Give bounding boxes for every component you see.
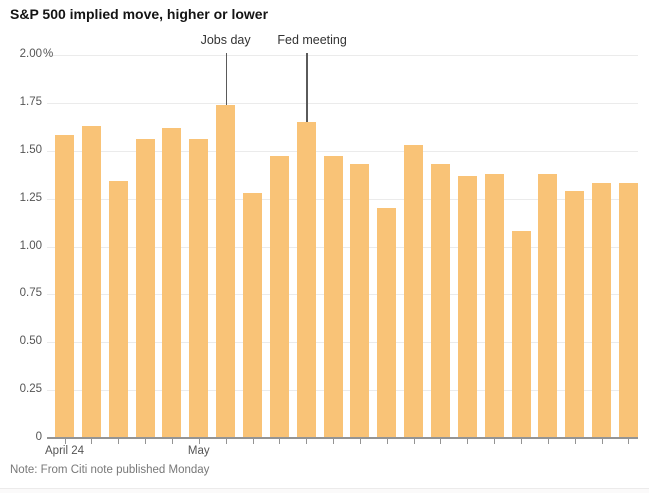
bar <box>296 122 316 437</box>
gridline <box>47 247 638 248</box>
y-axis-label: 1.25 <box>19 192 42 204</box>
x-axis-tick <box>91 439 93 444</box>
bar <box>430 164 450 437</box>
x-axis-tick <box>171 439 173 444</box>
bar <box>216 105 236 437</box>
x-axis-label: May <box>187 445 210 457</box>
bar <box>404 145 424 437</box>
bar <box>618 183 638 437</box>
bar <box>81 126 101 437</box>
gridline <box>47 294 638 295</box>
x-axis-line <box>47 437 638 439</box>
y-axis-label: 0.25 <box>19 383 42 395</box>
bottom-divider <box>0 488 649 489</box>
x-axis-tick <box>252 439 254 444</box>
x-axis-tick <box>601 439 603 444</box>
bottom-margin <box>0 489 649 493</box>
bar <box>189 139 209 437</box>
annotation-label: Fed meeting <box>277 33 347 47</box>
bar <box>484 174 504 437</box>
gridline <box>47 342 638 343</box>
bar <box>511 231 531 437</box>
x-axis-tick <box>440 439 442 444</box>
bar <box>243 193 262 437</box>
annotation-line <box>225 53 228 105</box>
bar <box>350 164 370 437</box>
bar <box>135 139 155 437</box>
bar <box>538 174 558 437</box>
bar <box>323 156 343 437</box>
gridline <box>47 199 638 200</box>
y-axis-label: 0.50 <box>19 335 42 347</box>
chart-note: Note: From Citi note published Monday <box>10 464 210 476</box>
bar <box>269 156 289 437</box>
x-axis-tick <box>145 439 147 444</box>
x-axis-tick <box>306 439 308 444</box>
x-axis-tick <box>467 439 469 444</box>
gridline <box>47 55 638 56</box>
x-axis-tick <box>198 439 200 444</box>
x-axis-tick <box>574 439 576 444</box>
x-axis-tick <box>413 439 415 444</box>
chart-title: S&P 500 implied move, higher or lower <box>10 6 269 22</box>
y-axis-label: 0 <box>35 431 42 443</box>
bar <box>55 135 74 437</box>
x-axis-tick <box>225 439 227 444</box>
x-axis-tick <box>494 439 496 444</box>
annotation-line <box>306 53 308 122</box>
bar <box>108 181 128 437</box>
x-axis-tick <box>118 439 120 444</box>
gridline <box>47 151 638 152</box>
x-axis-tick <box>333 439 334 444</box>
gridline <box>47 390 638 391</box>
x-axis-tick <box>547 439 549 444</box>
x-axis-tick <box>521 439 522 444</box>
bar <box>457 176 477 437</box>
bar <box>162 128 182 437</box>
y-axis-label: 2.00 <box>19 48 42 60</box>
bar <box>565 191 585 437</box>
x-axis-tick <box>359 439 361 444</box>
bar <box>592 183 611 437</box>
y-axis-label: 0.75 <box>19 287 42 299</box>
bar <box>377 208 397 437</box>
y-axis-label: 1.75 <box>19 96 42 108</box>
gridline <box>47 103 638 104</box>
x-axis-tick <box>64 439 66 444</box>
y-axis-label: 1.50 <box>19 144 42 156</box>
y-axis-unit: % <box>43 48 54 60</box>
x-axis-tick <box>386 439 388 444</box>
y-axis-label: 1.00 <box>19 240 42 252</box>
x-axis-tick <box>279 439 281 444</box>
annotation-label: Jobs day <box>200 33 251 47</box>
x-axis-tick <box>628 439 630 444</box>
x-axis-label: April 24 <box>45 445 84 457</box>
